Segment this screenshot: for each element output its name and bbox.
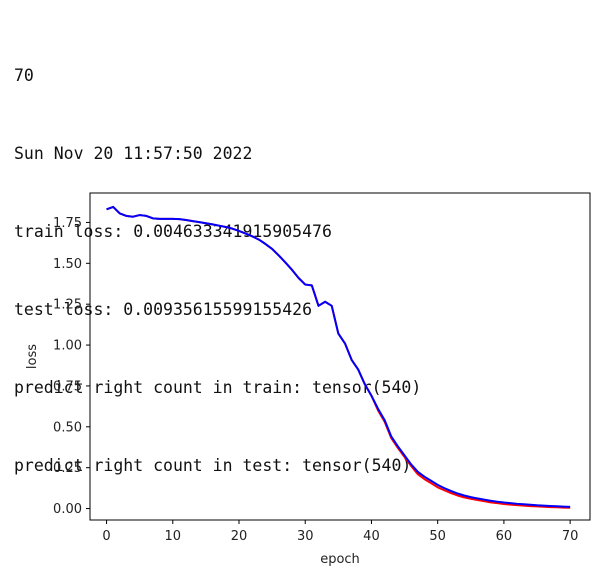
y-tick-label-7: 1.75 [53, 216, 82, 231]
series-line-1 [106, 205, 571, 508]
y-tick-label-6: 1.50 [53, 257, 82, 272]
y-tick-label-4: 1.00 [53, 339, 82, 354]
output-line-epoch: 70 [14, 66, 34, 85]
x-axis-label: epoch [320, 552, 360, 567]
series-line-0 [106, 205, 571, 509]
x-tick-label-7: 70 [562, 529, 579, 544]
y-tick-label-0: 0.00 [53, 502, 82, 517]
output-line-test-count: predict right count in test: tensor(540) [14, 456, 412, 475]
output-line-train-loss: train loss: 0.004633341915905476 [14, 222, 332, 241]
y-tick-label-5: 1.25 [53, 298, 82, 313]
series-layer [106, 205, 571, 509]
y-tick-label-1: 0.25 [53, 461, 82, 476]
x-ticks: 0 10 20 30 40 50 60 70 [102, 520, 578, 544]
loss-chart-svg: 0 10 20 30 40 50 60 70 0.00 0.25 0.50 0.75 1.00 1.25… [25, 192, 591, 567]
output-line-test-loss: test loss: 0.00935615599155426 [14, 300, 313, 319]
x-tick-label-5: 50 [429, 529, 446, 544]
x-tick-label-0: 0 [102, 529, 110, 544]
loss-chart: 0 10 20 30 40 50 60 70 0.00 0.25 0.50 0.75 1.00 1.25… [0, 180, 610, 585]
x-tick-label-3: 30 [297, 529, 314, 544]
x-tick-label-6: 60 [496, 529, 513, 544]
cell-output-text: 70 Sun Nov 20 11:57:50 2022 train loss: … [14, 11, 421, 505]
plot-frame [89, 192, 591, 521]
y-tick-label-2: 0.50 [53, 420, 82, 435]
x-tick-label-2: 20 [231, 529, 248, 544]
output-line-train-count: predict right count in train: tensor(540… [14, 378, 422, 397]
x-tick-label-4: 40 [363, 529, 380, 544]
y-axis-label: loss [25, 344, 40, 369]
x-tick-label-1: 10 [165, 529, 182, 544]
y-ticks: 0.00 0.25 0.50 0.75 1.00 1.25 1.50 1.75 [53, 216, 90, 517]
output-line-timestamp: Sun Nov 20 11:57:50 2022 [14, 144, 253, 163]
y-tick-label-3: 0.75 [53, 379, 82, 394]
